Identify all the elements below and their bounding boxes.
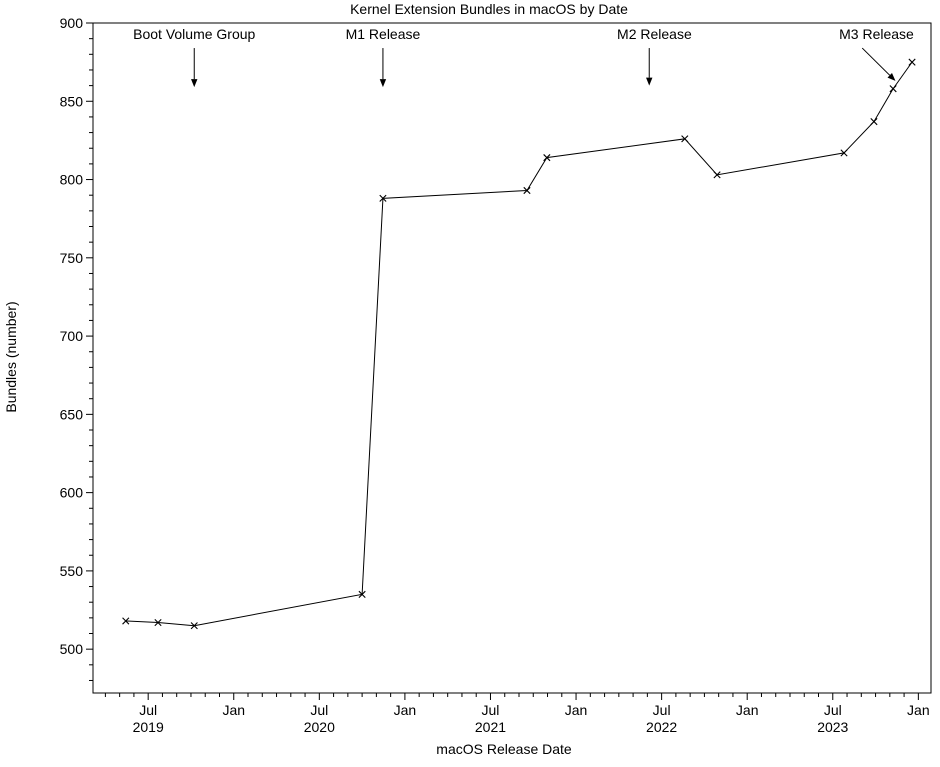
svg-text:2022: 2022 [646,719,677,735]
annotations: Boot Volume Group M1 Release M2 Release M3 … [133,26,914,88]
svg-text:Jul: Jul [653,702,671,718]
svg-text:M3 Release: M3 Release [839,26,914,42]
svg-text:2020: 2020 [304,719,335,735]
svg-text:M1 Release: M1 Release [346,26,421,42]
svg-text:Jan: Jan [394,702,417,718]
svg-text:Jul: Jul [139,702,157,718]
svg-text:Jul: Jul [310,702,328,718]
svg-text:2023: 2023 [817,719,848,735]
svg-text:850: 850 [60,93,84,109]
svg-text:500: 500 [60,641,84,657]
svg-text:750: 750 [60,250,84,266]
svg-text:Jan: Jan [565,702,588,718]
plot-frame [92,22,932,694]
svg-text:M2 Release: M2 Release [617,26,692,42]
svg-text:900: 900 [60,15,84,31]
svg-text:Jul: Jul [482,702,500,718]
svg-text:2019: 2019 [133,719,164,735]
x-axis-label: macOS Release Date [436,741,572,757]
svg-text:550: 550 [60,563,84,579]
svg-text:Jan: Jan [736,702,759,718]
svg-text:Jan: Jan [907,702,930,718]
svg-text:650: 650 [60,406,84,422]
svg-text:Jan: Jan [222,702,245,718]
svg-text:Jul: Jul [824,702,842,718]
svg-text:600: 600 [60,485,84,501]
svg-text:800: 800 [60,172,84,188]
svg-text:Boot Volume Group: Boot Volume Group [133,26,255,42]
y-axis: 500 550 600 650 700 750 800 850 900 [60,15,93,681]
svg-text:2021: 2021 [475,719,506,735]
chart-title: Kernel Extension Bundles in macOS by Dat… [350,1,628,17]
svg-text:700: 700 [60,328,84,344]
data-series [122,58,916,630]
